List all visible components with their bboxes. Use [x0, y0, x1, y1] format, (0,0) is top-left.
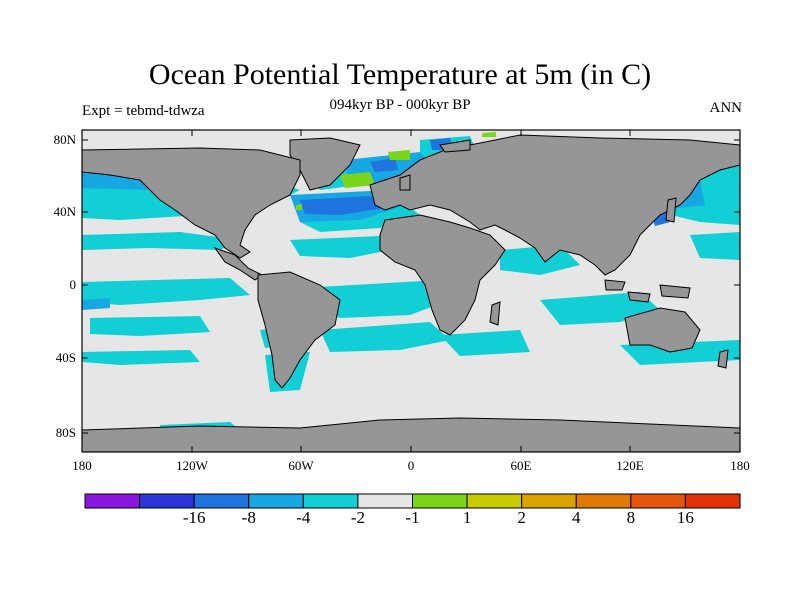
colorbar-swatch	[84, 493, 141, 509]
africa	[379, 214, 506, 336]
colorbar-label: 1	[462, 508, 472, 527]
lat-label-80n: 80N	[53, 132, 76, 147]
colorbar-swatch	[466, 493, 523, 509]
experiment-label: Expt = tebmd-tdwza	[82, 103, 205, 119]
lon-label-0: 0	[407, 458, 415, 473]
axis-ticks	[81, 130, 741, 452]
antarctica	[82, 417, 740, 452]
lat-label-40n: 40N	[53, 204, 76, 219]
colorbar-label: -4	[296, 508, 311, 527]
lon-label-120w: 120W	[176, 458, 208, 473]
colorbar-swatch	[412, 493, 468, 509]
colorbar-swatch	[521, 493, 577, 509]
south-america	[257, 271, 341, 389]
north-america	[82, 147, 301, 259]
colorbar-label: -2	[350, 508, 365, 527]
colorbar-swatch	[357, 493, 413, 509]
lon-label-120e: 120E	[616, 458, 644, 473]
lon-label-60e: 60E	[510, 458, 532, 473]
anomaly-green-regions	[296, 132, 496, 210]
colorbar-label: -8	[241, 508, 256, 527]
eurasia	[369, 134, 740, 276]
australia	[624, 307, 701, 353]
lon-label-180w: 180	[72, 458, 92, 473]
map-title: Ocean Potential Temperature at 5m (in C)	[148, 58, 652, 91]
colorbar-swatch	[630, 493, 686, 509]
colorbar-swatch	[575, 493, 632, 509]
map-subtitle: 094kyr BP - 000kyr BP	[329, 97, 471, 113]
colorbar-label: -16	[182, 508, 206, 527]
colorbar-label: 16	[676, 508, 694, 527]
colorbar-swatch	[248, 493, 304, 509]
colorbar-label: 4	[572, 508, 581, 527]
colorbar-swatch	[302, 493, 359, 509]
colorbar-swatch	[139, 493, 195, 509]
land-masses	[82, 134, 740, 452]
lat-label-80s: 80S	[55, 425, 76, 440]
season-label: ANN	[709, 100, 743, 116]
lon-label-180e: 180	[730, 458, 750, 473]
lat-label-40s: 40S	[55, 350, 76, 365]
colorbar-swatch	[684, 493, 741, 509]
colorbar-label: 2	[517, 508, 526, 527]
colorbar	[84, 493, 741, 509]
colorbar-label: -1	[405, 508, 420, 527]
lat-label-0: 0	[69, 277, 77, 292]
colorbar-swatch	[193, 493, 250, 509]
colorbar-label: 8	[626, 508, 636, 527]
lon-label-60w: 60W	[288, 458, 314, 473]
